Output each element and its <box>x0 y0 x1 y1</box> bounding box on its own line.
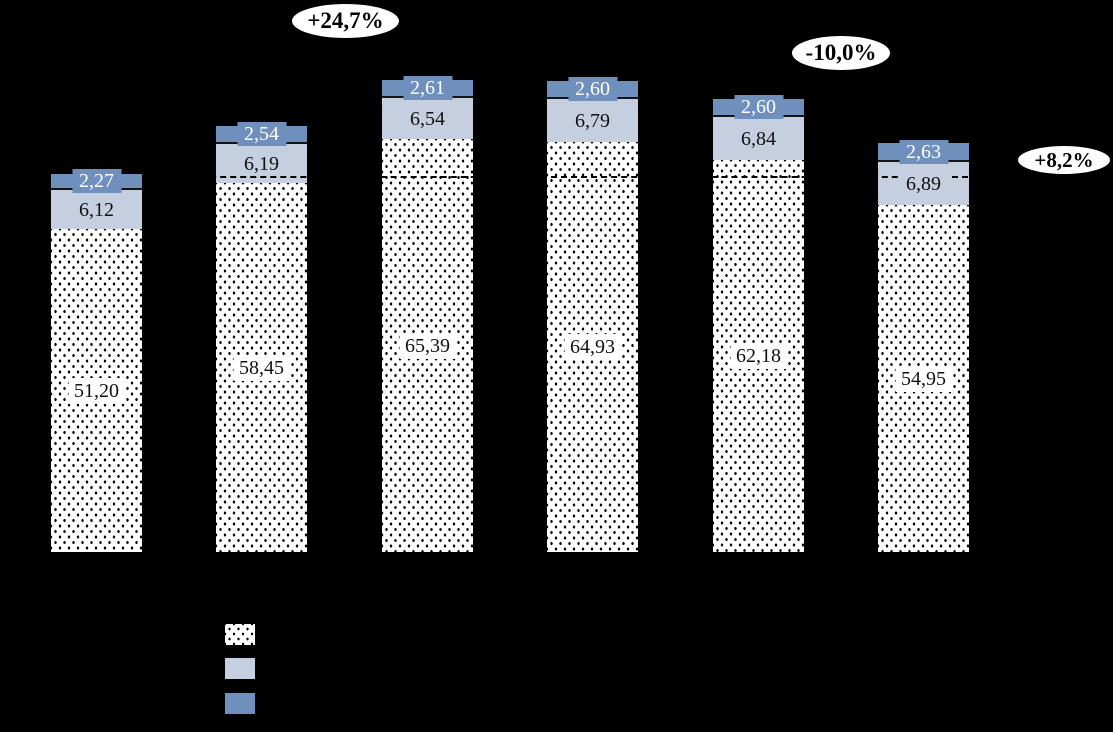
bar-6-light-blue-segment: 6,89 <box>878 162 969 205</box>
bar-5-light-blue-segment: 6,84 <box>713 117 804 160</box>
bar-6-light-label: 6,89 <box>899 171 948 196</box>
bar-4-dotted-label: 64,93 <box>564 334 621 360</box>
annotation-ellipse-plus-24-7: +24,7% <box>292 4 399 38</box>
bar-1-dark-blue-segment: 2,27 <box>51 169 142 193</box>
bar-2-dotted-label: 58,45 <box>233 354 290 381</box>
legend-dark-blue-swatch-icon <box>225 693 255 714</box>
stacked-bar-3: 2,61 6,54 65,39 <box>382 76 473 552</box>
bar-1-dotted-segment: 51,20 <box>51 229 142 552</box>
bar-2-light-label: 6,19 <box>237 151 286 176</box>
bar-5-light-label: 6,84 <box>734 126 783 151</box>
legend-light-blue-swatch-icon <box>225 658 255 679</box>
bar-4-dotted-segment: 64,93 <box>547 142 638 552</box>
bar-1-light-label: 6,12 <box>72 197 121 222</box>
annotation-label: +24,7% <box>307 8 384 33</box>
bar-2-dotted-segment: 58,45 <box>216 183 307 552</box>
bar-5-dotted-segment: 62,18 <box>713 160 804 552</box>
bar-4-light-label: 6,79 <box>568 108 617 133</box>
bar-4-dark-label: 2,60 <box>568 77 617 101</box>
annotation-label: +8,2% <box>1034 147 1094 172</box>
annotation-label: -10,0% <box>805 40 877 65</box>
bar-2-dark-blue-segment: 2,54 <box>216 122 307 146</box>
bar-6-dotted-segment: 54,95 <box>878 205 969 552</box>
stacked-bar-6: 2,63 6,89 54,95 <box>878 139 969 552</box>
stacked-bar-2: 2,54 6,19 58,45 <box>216 122 307 552</box>
legend-dotted-pattern-swatch-icon <box>225 624 255 645</box>
bar-6-dark-blue-segment: 2,63 <box>878 139 969 164</box>
bar-4-dark-blue-segment: 2,60 <box>547 77 638 101</box>
bar-3-dotted-segment: 65,39 <box>382 139 473 552</box>
bar-1-dotted-label: 51,20 <box>68 377 125 404</box>
stacked-bar-5: 2,60 6,84 62,18 <box>713 95 804 552</box>
stacked-bar-4: 2,60 6,79 64,93 <box>547 77 638 552</box>
bar-6-dark-label: 2,63 <box>899 139 948 164</box>
bar-1-dark-label: 2,27 <box>72 169 121 193</box>
stacked-bar-1: 2,27 6,12 51,20 <box>51 169 142 552</box>
annotation-ellipse-minus-10-0: -10,0% <box>792 36 890 70</box>
bar-5-dark-blue-segment: 2,60 <box>713 95 804 119</box>
bar-6-dotted-label: 54,95 <box>895 365 952 392</box>
bar-4-light-blue-segment: 6,79 <box>547 99 638 142</box>
bar-5-dotted-label: 62,18 <box>730 343 787 369</box>
bar-3-dark-blue-segment: 2,61 <box>382 76 473 100</box>
dashed-reference-line <box>150 176 968 178</box>
bar-3-dark-label: 2,61 <box>403 76 452 100</box>
annotation-ellipse-plus-8-2: +8,2% <box>1018 146 1110 174</box>
bar-2-dark-label: 2,54 <box>237 122 286 146</box>
bar-3-light-blue-segment: 6,54 <box>382 98 473 139</box>
bar-3-dotted-label: 65,39 <box>399 332 456 359</box>
bar-1-light-blue-segment: 6,12 <box>51 190 142 229</box>
bar-5-dark-label: 2,60 <box>734 95 783 119</box>
bar-3-light-label: 6,54 <box>403 106 452 131</box>
